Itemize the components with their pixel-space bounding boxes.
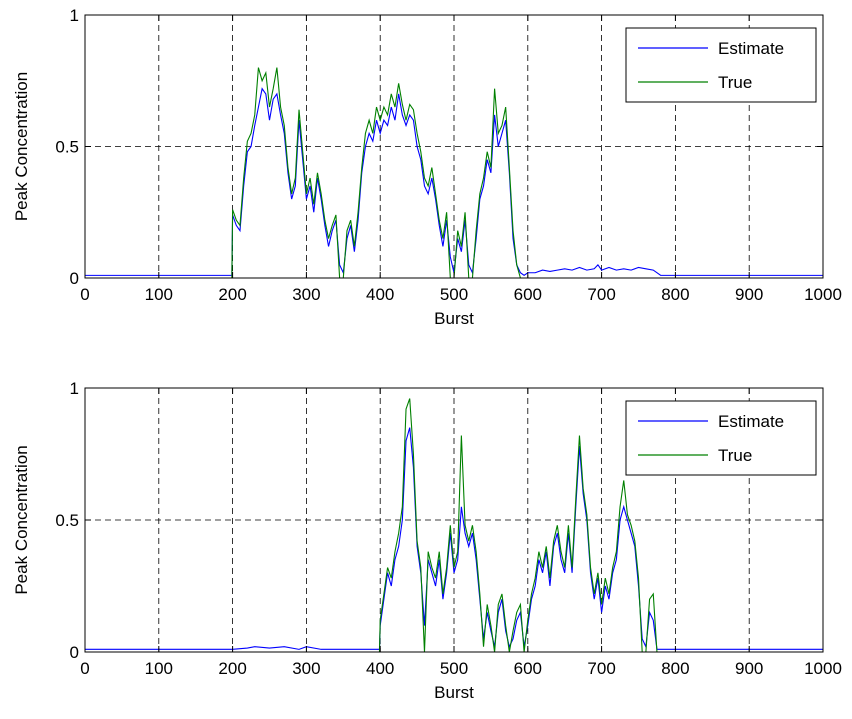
legend: Estimate True: [625, 400, 817, 476]
x-tick-label: 400: [366, 659, 394, 678]
chart-2: 0 100 200 300 400 500 600 700 800 900 1000 0 0.5 1 Bur…: [12, 379, 842, 702]
x-axis-label: Burst: [434, 683, 474, 702]
series-line-true: [85, 67, 823, 279]
legend-label-true: True: [718, 446, 752, 465]
y-tick-label: 0.5: [55, 511, 79, 530]
series-line-true: [85, 398, 823, 653]
x-axis-label: Burst: [434, 309, 474, 328]
y-tick-label: 0.5: [55, 138, 79, 157]
legend-label-estimate: Estimate: [718, 412, 784, 431]
y-axis-label: Peak Concentration: [12, 445, 31, 594]
x-tick-label: 800: [661, 659, 689, 678]
x-tick-label: 1000: [804, 659, 842, 678]
x-tick-label: 500: [440, 285, 468, 304]
x-tick-label: 900: [735, 285, 763, 304]
legend-label-estimate: Estimate: [718, 39, 784, 58]
x-tick-label: 100: [145, 659, 173, 678]
x-tick-label: 100: [145, 285, 173, 304]
y-tick-label: 1: [70, 6, 79, 25]
x-tick-label: 0: [80, 659, 89, 678]
x-tick-label: 600: [514, 285, 542, 304]
legend: Estimate True: [625, 27, 817, 103]
x-tick-label: 800: [661, 285, 689, 304]
x-tick-label: 200: [218, 659, 246, 678]
x-tick-label: 1000: [804, 285, 842, 304]
x-tick-label: 600: [514, 659, 542, 678]
x-tick-label: 400: [366, 285, 394, 304]
legend-box: [625, 400, 817, 476]
legend-label-true: True: [718, 73, 752, 92]
chart-1: 0 100 200 300 400 500 600 700 800 900 1000 0 0.5 1 Bur…: [12, 6, 842, 328]
x-tick-label: 700: [587, 285, 615, 304]
x-tick-label: 500: [440, 659, 468, 678]
y-tick-label: 1: [70, 379, 79, 398]
y-tick-label: 0: [70, 643, 79, 662]
x-tick-label: 900: [735, 659, 763, 678]
legend-box: [625, 27, 817, 103]
x-tick-label: 300: [292, 659, 320, 678]
x-tick-label: 0: [80, 285, 89, 304]
x-tick-label: 200: [218, 285, 246, 304]
y-tick-label: 0: [70, 269, 79, 288]
x-tick-label: 300: [292, 285, 320, 304]
x-tick-label: 700: [587, 659, 615, 678]
y-axis-label: Peak Concentration: [12, 72, 31, 221]
